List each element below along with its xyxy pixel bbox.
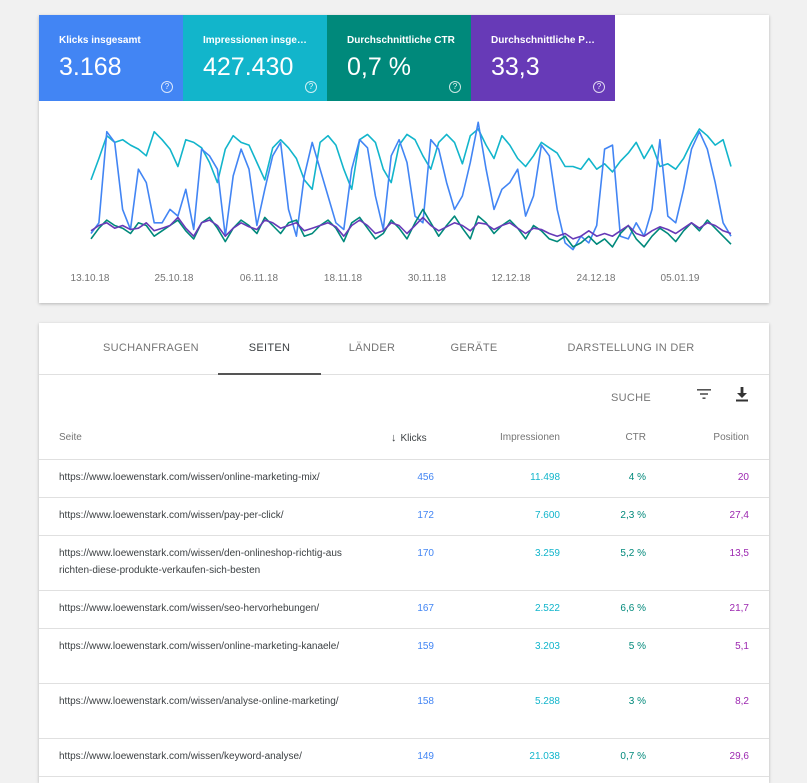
row-clicks: 149 (417, 751, 434, 762)
row-position: 27,4 (729, 510, 749, 521)
row-clicks: 172 (417, 510, 434, 521)
results-card: SUCHANFRAGEN SEITEN LÄNDER GERÄTE DARSTE… (39, 323, 769, 783)
row-position: 29,6 (729, 751, 749, 762)
row-ctr: 0,7 % (620, 751, 646, 762)
metric-impressions[interactable]: Impressionen insgesamt 427.430 ? (183, 15, 327, 101)
x-tick-label: 25.10.18 (154, 273, 194, 284)
header-page[interactable]: Seite (59, 432, 82, 443)
table-toolbar (39, 375, 769, 412)
metric-ctr[interactable]: Durchschnittliche CTR 0,7 % ? (327, 15, 471, 101)
table-header: Seite ↓ Klicks Impressionen CTR Position (39, 412, 769, 460)
metric-position-value: 33,3 (491, 53, 540, 81)
chart-svg (90, 121, 732, 251)
row-impressions: 7.600 (534, 510, 560, 521)
metric-clicks[interactable]: Klicks insgesamt 3.168 ? (39, 15, 183, 101)
row-url[interactable]: https://www.loewenstark.com/wissen/onlin… (59, 641, 340, 652)
row-impressions: 3.203 (534, 641, 560, 652)
table-body: https://www.loewenstark.com/wissen/onlin… (39, 460, 769, 777)
table-row[interactable]: https://www.loewenstark.com/wissen/den-o… (39, 536, 769, 591)
tab-pages[interactable]: SEITEN (218, 323, 321, 375)
performance-card: Klicks insgesamt 3.168 ? Impressionen in… (39, 15, 769, 303)
download-icon[interactable] (733, 385, 751, 403)
header-clicks-label: Klicks (400, 433, 427, 444)
x-tick-label: 18.11.18 (323, 273, 363, 284)
row-impressions: 3.259 (534, 548, 560, 559)
table-row[interactable]: https://www.loewenstark.com/wissen/pay-p… (39, 498, 769, 536)
header-ctr[interactable]: CTR (625, 432, 646, 443)
table-row[interactable]: https://www.loewenstark.com/wissen/onlin… (39, 460, 769, 498)
series-line-3 (90, 216, 732, 240)
metric-clicks-label: Klicks insgesamt (59, 35, 141, 46)
performance-chart: 13.10.18 25.10.18 06.11.18 18.11.18 30.11.18… (39, 101, 769, 303)
x-tick-label: 13.10.18 (70, 273, 110, 284)
row-clicks: 170 (417, 548, 434, 559)
row-position: 21,7 (729, 603, 749, 614)
x-tick-label: 24.12.18 (576, 273, 616, 284)
table-row[interactable]: https://www.loewenstark.com/wissen/keywo… (39, 739, 769, 777)
metric-impressions-value: 427.430 (203, 53, 294, 81)
metric-position[interactable]: Durchschnittliche Position 33,3 ? (471, 15, 615, 101)
row-impressions: 2.522 (534, 603, 560, 614)
header-position[interactable]: Position (713, 432, 749, 443)
row-position: 13,5 (729, 548, 749, 559)
row-url[interactable]: https://www.loewenstark.com/wissen/seo-h… (59, 603, 320, 614)
row-ctr: 2,3 % (620, 510, 646, 521)
row-url[interactable]: https://www.loewenstark.com/wissen/analy… (59, 696, 339, 707)
tab-search-appearance[interactable]: DARSTELLUNG IN DER SUCHE (567, 342, 695, 404)
series-line-1 (90, 121, 732, 251)
x-tick-label: 12.12.18 (491, 273, 531, 284)
tab-queries[interactable]: SUCHANFRAGEN (103, 342, 199, 354)
row-ctr: 5 % (628, 641, 646, 652)
metric-impressions-label: Impressionen insgesamt (203, 35, 311, 46)
metric-position-label: Durchschnittliche Position (491, 35, 599, 46)
row-clicks: 158 (417, 696, 434, 707)
row-clicks: 159 (417, 641, 434, 652)
row-url[interactable]: https://www.loewenstark.com/wissen/onlin… (59, 472, 320, 483)
row-position: 8,2 (735, 696, 749, 707)
tab-countries[interactable]: LÄNDER (348, 342, 396, 354)
tab-devices[interactable]: GERÄTE (450, 342, 498, 354)
help-icon[interactable]: ? (305, 81, 317, 93)
row-clicks: 456 (417, 472, 434, 483)
row-ctr: 4 % (628, 472, 646, 483)
dimension-tabs: SUCHANFRAGEN SEITEN LÄNDER GERÄTE DARSTE… (39, 323, 769, 404)
help-icon[interactable]: ? (593, 81, 605, 93)
row-position: 5,1 (735, 641, 749, 652)
table-row[interactable]: https://www.loewenstark.com/wissen/onlin… (39, 629, 769, 684)
series-line-2 (90, 208, 732, 248)
row-url[interactable]: https://www.loewenstark.com/wissen/keywo… (59, 751, 302, 762)
row-position: 20 (737, 472, 749, 483)
header-clicks[interactable]: ↓ Klicks (391, 432, 427, 444)
row-ctr: 5,2 % (620, 548, 646, 559)
metric-ctr-value: 0,7 % (347, 53, 411, 81)
help-icon[interactable]: ? (449, 81, 461, 93)
series-line-0 (90, 128, 732, 191)
metric-ctr-label: Durchschnittliche CTR (347, 35, 455, 46)
table-row[interactable]: https://www.loewenstark.com/wissen/seo-h… (39, 591, 769, 629)
x-tick-label: 05.01.19 (660, 273, 700, 284)
x-tick-label: 30.11.18 (407, 273, 447, 284)
filter-icon[interactable] (695, 385, 713, 403)
row-clicks: 167 (417, 603, 434, 614)
table-row[interactable]: https://www.loewenstark.com/wissen/analy… (39, 684, 769, 739)
row-impressions: 5.288 (534, 696, 560, 707)
sort-down-icon: ↓ (391, 432, 397, 444)
metric-tiles: Klicks insgesamt 3.168 ? Impressionen in… (39, 15, 769, 101)
row-ctr: 6,6 % (620, 603, 646, 614)
row-url[interactable]: https://www.loewenstark.com/wissen/pay-p… (59, 510, 284, 521)
row-impressions: 11.498 (530, 472, 560, 483)
row-impressions: 21.038 (529, 751, 560, 762)
metric-clicks-value: 3.168 (59, 53, 122, 81)
row-ctr: 3 % (628, 696, 646, 707)
header-impressions[interactable]: Impressionen (499, 432, 560, 443)
help-icon[interactable]: ? (161, 81, 173, 93)
row-url[interactable]: https://www.loewenstark.com/wissen/den-o… (59, 548, 342, 576)
x-tick-label: 06.11.18 (239, 273, 279, 284)
